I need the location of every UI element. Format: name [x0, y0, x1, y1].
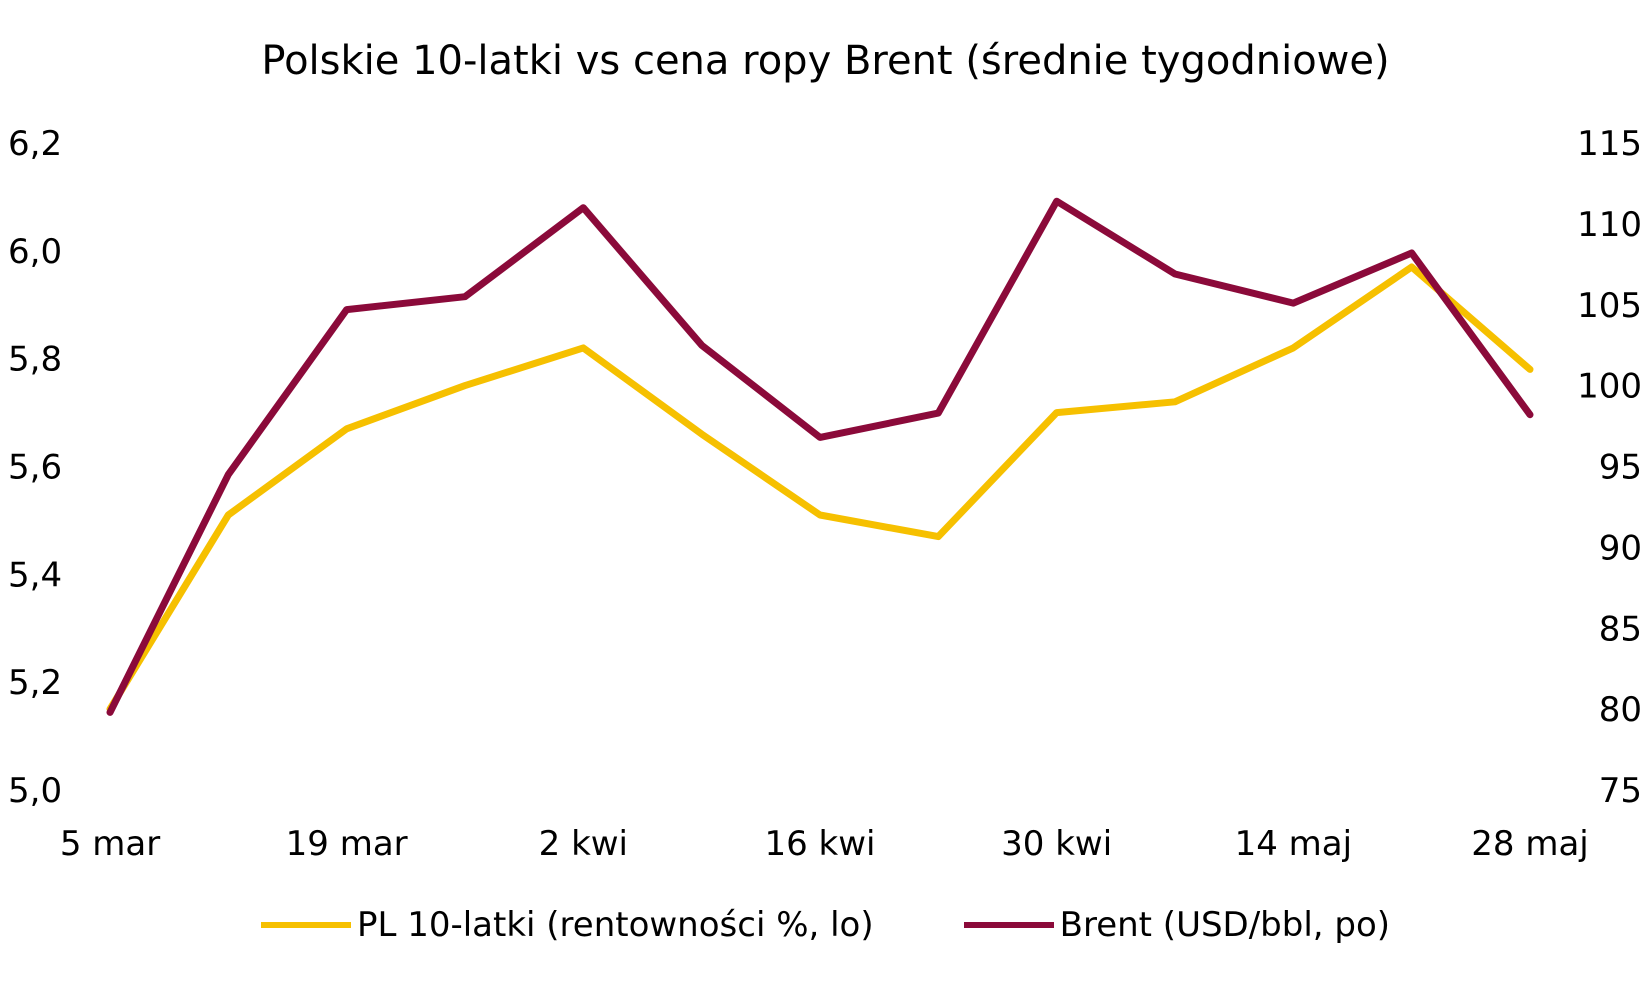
y-left-tick-label: 6,0 [8, 232, 62, 272]
y-left-tick-label: 5,4 [8, 555, 62, 595]
x-tick-label: 16 kwi [764, 824, 875, 864]
legend-swatch-pl10 [260, 922, 351, 928]
x-tick-label: 5 mar [60, 824, 160, 864]
series-lines [106, 197, 1534, 716]
y-right-tick-label: 110 [1577, 205, 1642, 245]
legend-swatch-brent [963, 922, 1054, 928]
y-left-tick-label: 5,8 [8, 340, 62, 380]
y-right-tick-label: 80 [1599, 690, 1642, 730]
x-tick-label: 28 maj [1471, 824, 1588, 864]
y-right-axis: 75 80 85 90 95 100 105 110 115 [1577, 124, 1642, 811]
y-left-tick-label: 5,6 [8, 448, 62, 488]
x-tick-label: 30 kwi [1001, 824, 1112, 864]
series-line-brent [106, 197, 1534, 716]
legend-label-pl10: PL 10-latki (rentowności %, lo) [356, 905, 874, 945]
series-line-pl10 [106, 263, 1534, 713]
x-tick-label: 19 mar [286, 824, 408, 864]
y-right-tick-label: 115 [1577, 124, 1642, 164]
y-right-tick-label: 95 [1599, 448, 1642, 488]
y-right-tick-label: 75 [1599, 771, 1642, 811]
x-tick-label: 14 maj [1235, 824, 1352, 864]
y-left-tick-label: 5,2 [8, 663, 62, 703]
y-right-tick-label: 85 [1599, 609, 1642, 649]
x-tick-label: 2 kwi [539, 824, 628, 864]
y-right-tick-label: 100 [1577, 367, 1642, 407]
legend-item-pl10: PL 10-latki (rentowności %, lo) [260, 905, 874, 945]
chart-title: Polskie 10-latki vs cena ropy Brent (śre… [261, 38, 1390, 84]
y-left-tick-label: 6,2 [8, 124, 62, 164]
x-axis: 5 mar 19 mar 2 kwi 16 kwi 30 kwi 14 maj 28 maj [60, 824, 1589, 864]
legend-label-brent: Brent (USD/bbl, po) [1059, 905, 1391, 945]
legend-item-brent: Brent (USD/bbl, po) [963, 905, 1391, 945]
y-right-tick-label: 90 [1599, 528, 1642, 568]
y-left-tick-label: 5,0 [8, 771, 62, 811]
y-right-tick-label: 105 [1577, 286, 1642, 326]
y-left-axis: 5,0 5,2 5,4 5,6 5,8 6,0 6,2 [8, 124, 62, 811]
legend: PL 10-latki (rentowności %, lo) Brent (U… [0, 905, 1651, 945]
